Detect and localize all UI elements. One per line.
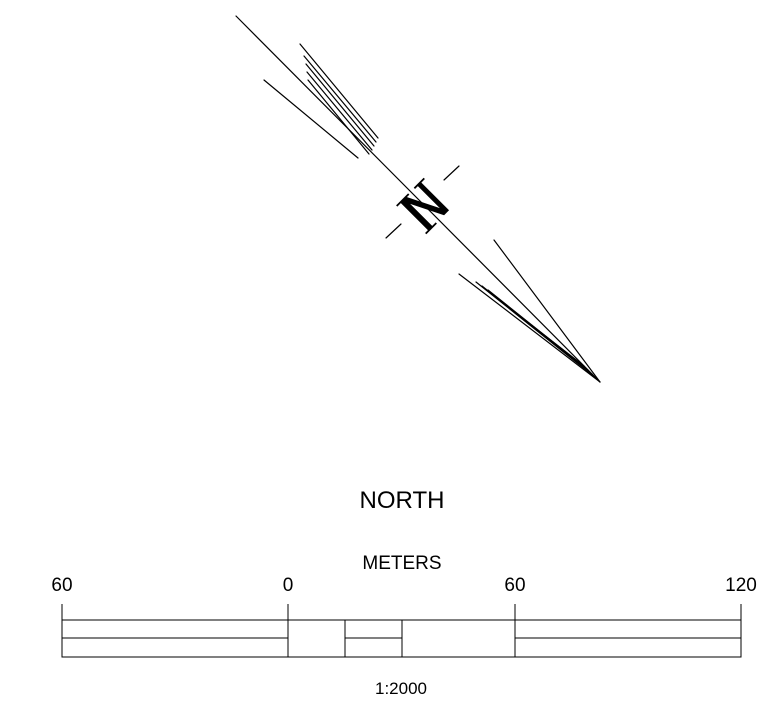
lower-feather (492, 294, 585, 367)
upper-feather (305, 63, 375, 147)
upper-feather (303, 55, 377, 143)
north-arrow-spine (235, 15, 601, 383)
north-letter-glyph (396, 177, 450, 235)
scale-tick-label: 60 (504, 575, 526, 596)
compass-tick (443, 165, 460, 181)
lower-feather (458, 273, 601, 383)
scale-units-label: METERS (362, 553, 442, 574)
scale-tick-label: 0 (282, 575, 294, 596)
scale-tick-label: 60 (51, 575, 73, 596)
upper-feather (299, 43, 379, 139)
lower-feather-outer (493, 239, 601, 383)
upper-feather (306, 71, 373, 151)
upper-feather (307, 79, 370, 155)
scale-bar (61, 604, 742, 658)
upper-feather-outer (263, 79, 359, 159)
scale-tick-label: 120 (725, 575, 757, 596)
compass-tick (385, 223, 402, 239)
scale-ratio-label: 1:2000 (375, 679, 427, 698)
north-label: NORTH (359, 487, 445, 514)
